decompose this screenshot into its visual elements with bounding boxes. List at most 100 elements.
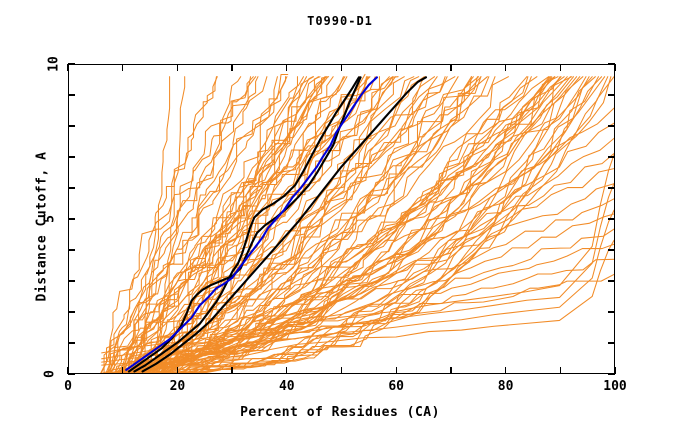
prediction-curve-low	[116, 259, 614, 373]
prediction-curve	[117, 77, 548, 373]
prediction-curve	[150, 77, 471, 373]
y-tick	[68, 311, 75, 313]
y-tick-right	[608, 94, 615, 96]
prediction-curve	[146, 77, 481, 373]
x-tick-label: 20	[169, 379, 186, 394]
prediction-curve	[107, 77, 287, 373]
highlight-black-3	[143, 77, 426, 371]
x-tick	[67, 367, 69, 374]
x-tick-top	[504, 64, 507, 71]
y-tick-right	[608, 249, 615, 251]
prediction-curve	[156, 77, 328, 373]
x-axis-title: Percent of Residues (CA)	[240, 405, 440, 420]
prediction-curve-low	[108, 199, 614, 373]
prediction-curve	[142, 77, 568, 373]
x-tick-top	[231, 64, 233, 71]
prediction-curve	[179, 77, 593, 373]
prediction-curve	[117, 77, 329, 373]
y-tick-right	[608, 373, 615, 375]
y-tick-right	[608, 125, 615, 127]
x-tick	[231, 367, 233, 374]
x-tick-label: 80	[497, 379, 514, 394]
prediction-curve	[126, 77, 345, 373]
y-tick	[68, 63, 75, 65]
prediction-curve-low	[127, 229, 614, 373]
y-tick-right	[608, 187, 615, 189]
x-tick-top	[67, 64, 69, 71]
y-tick-label: 0	[42, 370, 58, 378]
prediction-curve-flat	[102, 240, 614, 365]
y-tick	[68, 249, 75, 251]
x-tick	[286, 367, 288, 374]
prediction-curve	[101, 77, 218, 373]
x-tick-top	[614, 64, 616, 71]
y-tick-label: 10	[46, 56, 62, 72]
prediction-curve	[167, 77, 586, 373]
highlight-black-2	[134, 77, 359, 371]
prediction-curve-outlier-1	[133, 77, 170, 373]
y-tick-right	[608, 63, 615, 65]
x-tick-top	[340, 64, 343, 71]
prediction-curve-flat	[102, 184, 614, 359]
prediction-curve	[108, 77, 254, 373]
plot-area	[68, 64, 615, 374]
x-tick-top	[450, 64, 452, 71]
prediction-curve	[122, 77, 347, 373]
prediction-curve	[139, 77, 478, 373]
x-tick	[122, 367, 124, 374]
y-tick	[68, 280, 75, 282]
prediction-curve	[192, 77, 602, 373]
prediction-curve-low	[134, 214, 614, 373]
prediction-curve	[137, 74, 288, 373]
prediction-curve	[117, 77, 326, 373]
y-tick	[68, 125, 75, 127]
reference-curve-group	[126, 77, 377, 370]
prediction-curve	[141, 77, 306, 373]
x-tick	[504, 367, 507, 374]
y-tick	[68, 373, 75, 375]
prediction-curve	[126, 77, 561, 373]
prediction-curve	[141, 77, 414, 373]
x-tick-label: 0	[64, 379, 72, 394]
y-tick-right	[608, 342, 615, 344]
x-tick	[395, 367, 397, 374]
y-axis-title: Distance Cutoff, A	[34, 151, 50, 302]
x-tick-top	[395, 64, 397, 71]
prediction-curve	[137, 77, 472, 373]
x-tick-label: 40	[278, 379, 295, 394]
x-tick-top	[176, 64, 179, 71]
x-tick-top	[286, 64, 288, 71]
prediction-curve	[120, 77, 379, 373]
x-tick-top	[559, 64, 561, 71]
prediction-curve	[126, 77, 333, 373]
prediction-curve	[127, 77, 393, 373]
prediction-curve	[123, 77, 313, 373]
prediction-curve	[138, 77, 298, 373]
prediction-curve	[158, 77, 580, 373]
prediction-curve	[126, 77, 368, 373]
y-tick-right	[608, 311, 615, 313]
x-tick	[614, 367, 616, 374]
x-tick	[559, 367, 561, 374]
x-tick-label: 100	[603, 379, 627, 394]
reference-blue	[126, 77, 377, 370]
x-tick	[176, 367, 179, 374]
y-tick	[68, 94, 75, 96]
prediction-curve	[101, 77, 216, 373]
prediction-curve-low	[131, 138, 614, 373]
x-tick	[340, 367, 343, 374]
x-tick	[450, 367, 452, 374]
y-tick	[68, 187, 75, 189]
prediction-curve	[152, 77, 574, 373]
prediction-curve	[110, 77, 314, 373]
prediction-curve	[108, 77, 256, 373]
prediction-curve	[148, 77, 570, 373]
prediction-curves-group	[101, 74, 614, 373]
prediction-curve	[163, 77, 393, 373]
prediction-curve	[151, 77, 577, 373]
curves-canvas	[69, 65, 614, 373]
y-tick	[68, 156, 75, 158]
y-tick-right	[608, 280, 615, 282]
y-tick	[68, 342, 75, 344]
